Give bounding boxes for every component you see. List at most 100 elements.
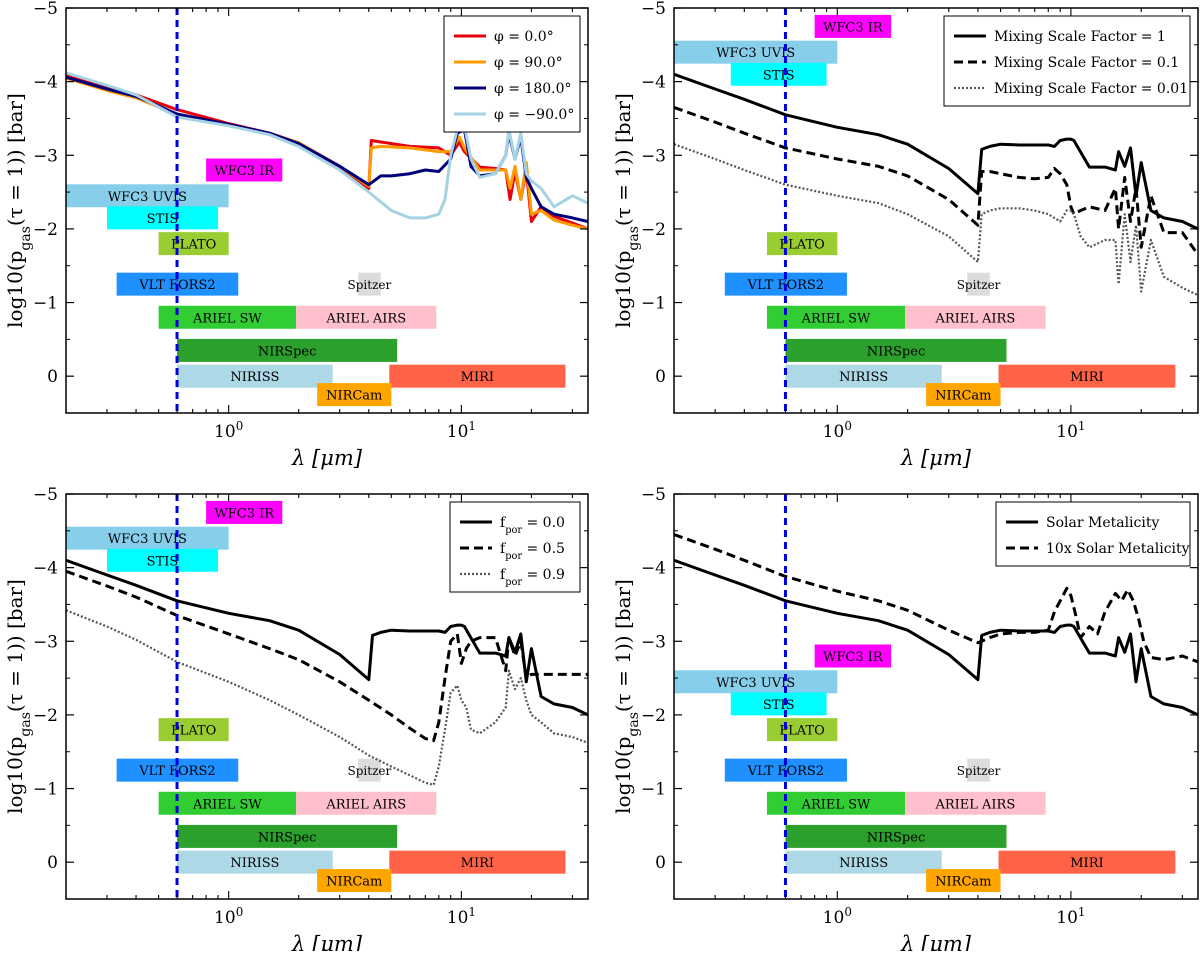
instrument-bar-nircam [926, 869, 1001, 893]
instrument-bar-ariel-sw [766, 305, 906, 329]
axes-frame [673, 493, 1199, 900]
instrument-label: NIRISS [230, 370, 279, 385]
legend-label: fpor = 0.0 [500, 515, 565, 536]
x-tick-label: 101 [447, 905, 476, 928]
x-tick-label: 101 [1056, 905, 1085, 928]
x-axis-label: λ [μm] [291, 446, 363, 470]
instrument-bar-ariel-airs [905, 791, 1046, 815]
legend: fpor = 0.0 fpor = 0.5 fpor = 0.9 [449, 501, 581, 593]
instrument-label: NIRCam [935, 875, 991, 890]
series-line-2 [66, 569, 588, 743]
legend-label: 10x Solar Metalicity [1046, 541, 1190, 557]
y-tick-label: −4 [33, 559, 58, 579]
instrument-bar-ariel-sw [158, 791, 297, 815]
instrument-label: WFC3 UVIS [108, 532, 187, 547]
instrument-label: ARIEL SW [801, 797, 871, 812]
y-tick-label: −4 [33, 73, 58, 93]
instrument-bar-niriss [177, 364, 333, 388]
instrument-bar-nircam [317, 869, 392, 893]
y-tick-label: −1 [33, 294, 58, 314]
y-tick-label: −3 [641, 632, 666, 652]
instrument-label: MIRI [461, 856, 494, 871]
instrument-label: NIRSpec [867, 830, 926, 845]
instrument-label: WFC3 UVIS [716, 46, 795, 61]
instrument-label: STIS [763, 68, 795, 83]
y-tick-label: −1 [641, 294, 666, 314]
y-tick-label: −1 [33, 780, 58, 800]
legend-label: Solar Metalicity [1046, 515, 1159, 531]
y-tick-label: −5 [641, 0, 666, 19]
instrument-label: WFC3 IR [214, 506, 275, 521]
instrument-label: Spitzer [348, 278, 392, 292]
instrument-label: Spitzer [957, 278, 1001, 292]
instrument-bar-niriss [785, 850, 942, 874]
x-axis-label: λ [μm] [291, 932, 363, 951]
instrument-label: NIRISS [230, 856, 279, 871]
series-lines [66, 558, 588, 786]
x-tick-label: 100 [823, 905, 852, 928]
instrument-label: WFC3 IR [823, 650, 884, 665]
instrument-label: Spitzer [348, 764, 392, 778]
instrument-label: ARIEL AIRS [325, 311, 406, 326]
instrument-label: NIRSpec [867, 344, 926, 359]
instrument-bar-ariel-airs [905, 305, 1046, 329]
instrument-bar-wfc3-ir [814, 644, 892, 668]
instrument-bar-wfc3-ir [206, 500, 283, 524]
instrument-label: MIRI [1070, 370, 1103, 385]
instrument-label: STIS [763, 698, 795, 713]
instrument-label: ARIEL AIRS [325, 797, 406, 812]
legend: Mixing Scale Factor = 1 Mixing Scale Fact… [943, 15, 1191, 107]
legend-label: φ = −90.0° [494, 107, 574, 123]
x-axis-label: λ [μm] [900, 932, 972, 951]
axis-ticks: −5 −4 −3 −2 −1 0 100 101 [33, 485, 588, 928]
instrument-bar-spitzer [358, 758, 381, 782]
y-axis-label: log10(pgas(τ = 1)) [bar] [611, 93, 642, 328]
instrument-bar-wfc3-uvis [66, 184, 229, 208]
legend-label: φ = 90.0° [494, 55, 563, 71]
y-tick-label: −5 [33, 485, 58, 505]
instrument-bar-stis [730, 692, 827, 716]
y-tick-label: −3 [33, 632, 58, 652]
instrument-label: STIS [147, 554, 179, 569]
y-axis-label: log10(pgas(τ = 1)) [bar] [611, 579, 642, 814]
instrument-bar-niriss [785, 364, 942, 388]
instrument-bar-ariel-airs [296, 305, 437, 329]
instrument-label: ARIEL AIRS [934, 797, 1015, 812]
y-tick-label: −2 [641, 706, 666, 726]
y-axis-label: log10(pgas(τ = 1)) [bar] [3, 93, 34, 328]
instrument-bar-spitzer [967, 272, 990, 296]
legend: φ = 0.0° φ = 90.0° φ = 180.0° φ = −90.0° [443, 15, 581, 133]
instrument-bar-miri [389, 364, 566, 388]
x-tick-label: 100 [214, 905, 243, 928]
series-lines [674, 72, 1198, 297]
instrument-bar-niriss [177, 850, 333, 874]
instrument-label: WFC3 IR [214, 164, 275, 179]
instrument-label: PLATO [779, 238, 824, 253]
axes-frame [673, 7, 1199, 414]
y-tick-label: 0 [47, 853, 58, 873]
instrument-label: PLATO [779, 724, 824, 739]
instrument-label: MIRI [461, 370, 494, 385]
y-tick-label: −4 [641, 559, 666, 579]
y-tick-label: −3 [641, 146, 666, 166]
y-tick-label: −3 [33, 146, 58, 166]
x-axis-label: λ [μm] [900, 446, 972, 470]
series-line-3 [66, 609, 588, 786]
axes-frame [65, 493, 589, 900]
y-tick-label: −5 [641, 485, 666, 505]
instrument-label: NIRISS [839, 370, 888, 385]
instrument-bar-ariel-sw [158, 305, 297, 329]
instrument-bar-nircam [926, 383, 1001, 407]
y-tick-label: 0 [47, 367, 58, 387]
legend: Solar Metalicity 10x Solar Metalicity [995, 501, 1191, 567]
instrument-label: NIRISS [839, 856, 888, 871]
instrument-label: Spitzer [957, 764, 1001, 778]
series-line-1 [674, 558, 1198, 717]
legend-label: fpor = 0.5 [500, 541, 565, 562]
y-tick-label: 0 [655, 367, 666, 387]
